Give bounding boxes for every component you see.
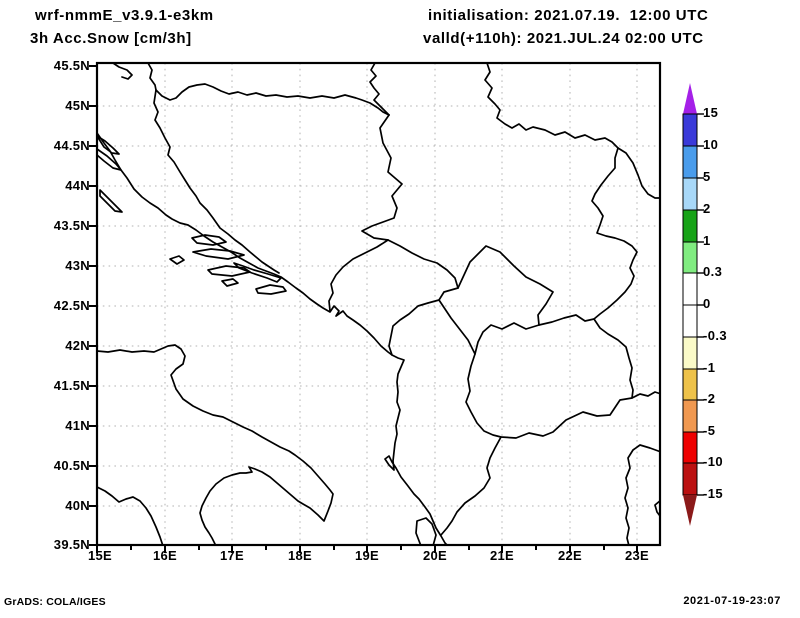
axis-ticks [89,65,638,553]
border-drina [361,114,403,241]
coast-adriatic-east [96,132,449,546]
island-korcula [207,265,251,277]
island-lastovo [221,278,239,287]
lat-tick-label: 42.5N [53,298,90,313]
lon-tick-label: 23E [624,548,650,563]
colorbar-label: -1 [703,360,716,375]
lat-tick-label: 44N [65,178,90,193]
border-greece-albania [440,436,502,536]
model-title: wrf-nmmE_v3.9.1-e3km [35,7,214,24]
lat-tick-label: 44.5N [53,138,90,153]
island-pag-a [96,135,120,155]
colorbar-label: 2 [703,201,711,216]
colorbar-label: 5 [703,169,711,184]
lat-tick-label: 41N [65,418,90,433]
lon-tick-label: 20E [422,548,448,563]
lat-tick-label: 40N [65,498,90,513]
lon-tick-label: 19E [354,548,380,563]
colorbar-label: -15 [703,486,723,501]
lat-tick-label: 45.5N [53,58,90,73]
island-mljet [255,284,287,295]
border-bosnia-montenegro [328,239,389,312]
coast-chalkidiki [654,499,661,517]
colorbar-ticks [697,113,704,496]
lat-tick-label: 40.5N [53,458,90,473]
colorbar-label: -10 [703,454,723,469]
island-hvar [192,248,245,260]
coast-aegean [624,444,661,546]
border-montenegro-albania [388,299,440,356]
map-frame [95,61,662,547]
colorbar-arrow-top [683,83,697,114]
lat-tick-label: 43N [65,258,90,273]
render-timestamp: 2021-07-19-23:07 [683,595,781,607]
field-title: 3h Acc.Snow [cm/3h] [30,30,192,47]
colorbar-label: 1 [703,233,711,248]
lat-tick-label: 39.5N [53,537,90,552]
lon-tick-label: 18E [287,548,313,563]
island-corfu [415,517,437,546]
border-kosovo [438,245,554,355]
border-croatia-bosnia [153,89,280,274]
colorbar [682,83,704,526]
lat-tick-label: 43.5N [53,218,90,233]
grads-credit: GrADS: COLA/IGES [4,596,106,608]
grid-lines [97,63,660,545]
lon-tick-label: 21E [489,548,515,563]
peninsula-peljesac [233,262,282,283]
lat-tick-label: 42N [65,338,90,353]
border-montenegro-serbia [387,239,459,289]
island-brac [191,234,227,246]
border-danube-croatia-serbia [369,62,390,116]
lat-tick-label: 45N [65,98,90,113]
colorbar-arrow-bottom [683,495,697,526]
border-sava-north [147,62,390,116]
colorbar-label: -2 [703,391,716,406]
lon-tick-label: 16E [152,548,178,563]
lat-tick-label: 41.5N [53,378,90,393]
valid-time-line: valld(+110h): 2021.JUL.24 02:00 UTC [423,30,704,47]
colorbar-label: 0 [703,296,711,311]
border-danube-serbia-romania [484,62,661,199]
coast-italy-tyrrhenian [96,486,164,546]
coast-kvarner [112,62,133,80]
colorbar-label: 0.3 [703,264,723,279]
colorbar-label: -5 [703,423,716,438]
border-north-macedonia [465,314,634,439]
lon-tick-label: 22E [557,548,583,563]
colorbar-label: -0.3 [703,328,728,343]
colorbar-label: 10 [703,137,719,152]
island-vis [169,255,185,265]
island-kornati [99,189,123,213]
coastline-border-paths [96,62,661,546]
coast-italy-adriatic [96,344,334,546]
lon-tick-label: 17E [219,548,245,563]
init-time-line: initialisation: 2021.07.19. 12:00 UTC [428,7,709,24]
lon-tick-label: 15E [87,548,113,563]
border-greece-bulgaria [631,391,661,399]
colorbar-label: 15 [703,105,719,120]
border-serbia-bulgaria [591,147,638,320]
